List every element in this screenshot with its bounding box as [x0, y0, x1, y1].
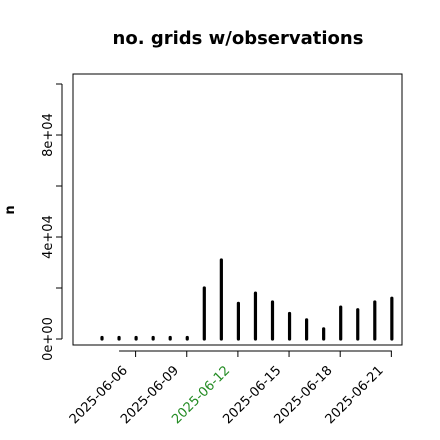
y-tick-label: 0e+00	[41, 317, 56, 361]
chart-title: no. grids w/observations	[113, 28, 364, 49]
y-tick-label: 8e+04	[41, 113, 56, 157]
y-tick-label: 4e+04	[41, 215, 56, 259]
y-axis: 0e+00 4e+04 8e+04	[41, 83, 63, 361]
y-axis-label: n	[3, 205, 18, 214]
x-axis: 2025-06-062025-06-092025-06-122025-06-15…	[67, 350, 392, 427]
bars	[100, 258, 394, 341]
plot-frame	[72, 73, 403, 346]
